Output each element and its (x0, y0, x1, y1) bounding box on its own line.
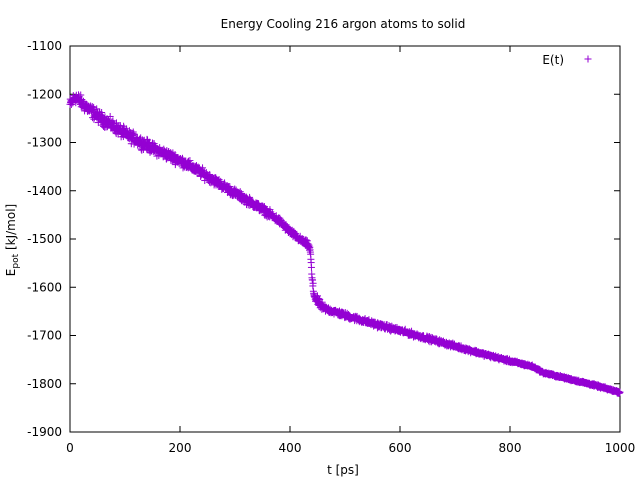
x-tick-label: 600 (389, 441, 412, 455)
y-tick-label: -1500 (27, 232, 62, 246)
data-point (90, 103, 98, 111)
y-tick-label: -1400 (27, 184, 62, 198)
y-tick-label: -1600 (27, 280, 62, 294)
plot-frame (69, 45, 621, 433)
y-tick-label: -1700 (27, 329, 62, 343)
y-axis-label-base: E (4, 269, 18, 277)
data-point (237, 189, 245, 197)
data-point (307, 263, 315, 271)
data-point (130, 130, 138, 138)
data-point (98, 109, 106, 117)
x-tick-label: 1000 (605, 441, 636, 455)
data-point (309, 276, 317, 284)
axis-ticks: 0 200 400 600 800 1000 -1100 -1200 -1300 -1400 -15… (27, 39, 635, 455)
data-point (106, 112, 114, 120)
x-axis-label: t [ps] (327, 463, 359, 477)
data-point (309, 279, 317, 287)
y-axis-label-sub: pot (11, 253, 21, 268)
y-tick-label: -1100 (27, 39, 62, 53)
legend-marker (584, 55, 592, 63)
chart-title: Energy Cooling 216 argon atoms to solid (221, 17, 466, 31)
legend-label: E(t) (542, 53, 564, 67)
y-axis-label: Epot [kJ/mol] (4, 204, 21, 276)
y-axis-label-unit: [kJ/mol] (4, 204, 18, 254)
y-tick-label: -1900 (27, 425, 62, 439)
data-point (616, 388, 624, 396)
legend: E(t) (542, 53, 592, 67)
y-tick-label: -1300 (27, 136, 62, 150)
legend-marker-plus (584, 55, 592, 63)
y-tick-label: -1800 (27, 377, 62, 391)
data-point (236, 188, 244, 196)
data-point (246, 193, 254, 201)
x-tick-label: 0 (66, 441, 74, 455)
data-points (66, 91, 624, 397)
x-tick-label: 200 (169, 441, 192, 455)
x-tick-label: 400 (279, 441, 302, 455)
data-point (215, 176, 223, 184)
y-tick-label: -1200 (27, 87, 62, 101)
x-tick-label: 800 (499, 441, 522, 455)
svg-text:Epot [kJ/mol]: Epot [kJ/mol] (4, 204, 21, 276)
